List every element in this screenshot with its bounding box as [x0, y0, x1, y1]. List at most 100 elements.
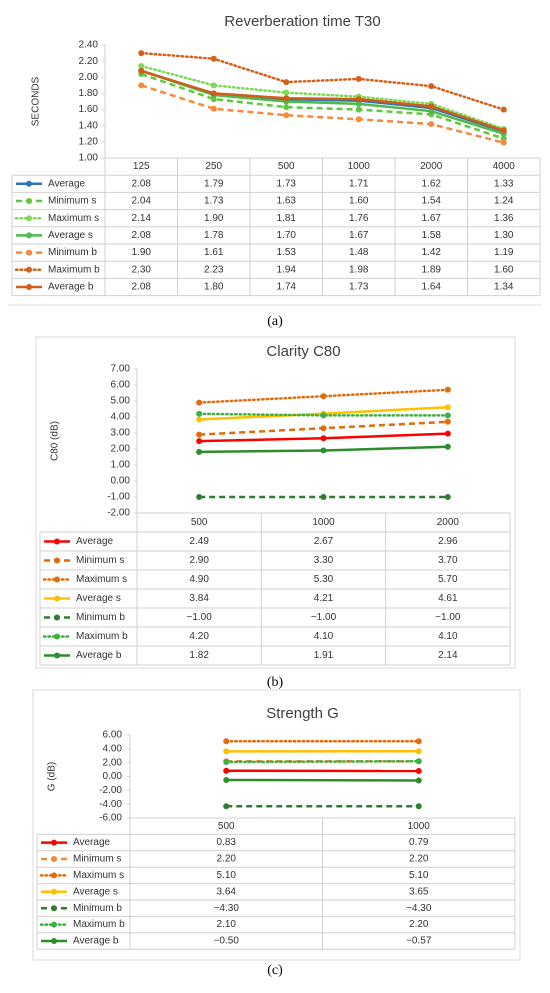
legend-marker — [26, 284, 32, 290]
data-point — [196, 411, 202, 417]
value-label: 3.64 — [217, 886, 237, 897]
data-point — [138, 68, 144, 74]
value-label: −1.00 — [187, 612, 213, 623]
data-point — [196, 400, 202, 406]
legend-marker — [51, 938, 57, 944]
y-tick-label: 1.20 — [79, 136, 99, 147]
y-tick-label: -2.00 — [99, 785, 122, 796]
value-label: 2.49 — [189, 536, 209, 547]
legend-label: Average s — [73, 886, 118, 897]
value-label: 2.90 — [189, 555, 209, 566]
data-point — [445, 444, 451, 450]
value-label: 1.67 — [349, 230, 369, 241]
legend-label: Average b — [73, 936, 119, 947]
value-label: 2.96 — [438, 536, 458, 547]
value-label: 1.61 — [204, 247, 224, 258]
data-point — [445, 494, 451, 500]
data-point — [321, 435, 327, 441]
legend-label: Minimum s — [73, 854, 121, 865]
data-point — [501, 128, 507, 134]
legend-marker — [51, 856, 57, 862]
chart-title: Strength G — [266, 705, 339, 722]
legend-marker — [26, 232, 32, 238]
value-label: 1.33 — [494, 178, 514, 189]
y-tick-label: 2.00 — [79, 72, 99, 83]
value-label: 2.14 — [438, 650, 458, 661]
data-point — [211, 90, 217, 96]
x-tick-label: 4000 — [493, 161, 516, 172]
value-label: 1.80 — [204, 282, 224, 293]
value-label: 1.78 — [204, 230, 224, 241]
x-tick-label: 1000 — [312, 517, 335, 528]
data-point — [428, 103, 434, 109]
data-point — [501, 140, 507, 146]
legend-marker — [26, 181, 32, 187]
legend-marker — [26, 198, 32, 204]
data-point — [321, 494, 327, 500]
legend-marker — [51, 840, 57, 846]
value-label: 1.36 — [494, 213, 514, 224]
value-label: 1.42 — [422, 247, 442, 258]
data-point — [211, 106, 217, 112]
legend-marker — [54, 558, 60, 564]
data-point — [445, 419, 451, 425]
legend-label: Average s — [48, 230, 93, 241]
value-label: 1.73 — [277, 178, 297, 189]
legend-marker — [26, 267, 32, 273]
value-label: 2.08 — [132, 282, 152, 293]
legend-label: Minimum s — [48, 196, 96, 207]
y-tick-label: 1.80 — [79, 88, 99, 99]
data-point — [211, 56, 217, 62]
data-point — [138, 82, 144, 88]
data-point — [283, 79, 289, 85]
x-tick-label: 125 — [133, 161, 150, 172]
data-point — [445, 431, 451, 437]
legend-marker — [51, 922, 57, 928]
y-tick-label: 4.00 — [111, 412, 131, 423]
legend-label: Maximum s — [76, 574, 127, 585]
y-tick-label: -6.00 — [99, 813, 122, 824]
value-label: 1.76 — [349, 213, 369, 224]
x-tick-label: 500 — [278, 161, 295, 172]
legend-marker — [51, 889, 57, 895]
legend-marker — [54, 539, 60, 545]
value-label: 1.34 — [494, 282, 514, 293]
data-point — [211, 82, 217, 88]
x-tick-label: 500 — [191, 517, 208, 528]
value-label: 1.90 — [204, 213, 224, 224]
value-label: 0.79 — [409, 837, 429, 848]
legend-label: Maximum b — [73, 919, 125, 930]
legend-label: Maximum b — [48, 264, 100, 275]
data-point — [138, 50, 144, 56]
value-label: 1.62 — [422, 178, 442, 189]
value-label: 4.10 — [314, 631, 334, 642]
data-point — [223, 748, 229, 754]
y-axis-label: G (dB) — [47, 762, 58, 791]
data-point — [501, 107, 507, 113]
data-point — [321, 412, 327, 418]
value-label: 1.58 — [422, 230, 442, 241]
data-point — [196, 417, 202, 423]
value-label: 4.20 — [189, 631, 209, 642]
legend-label: Minimum s — [76, 555, 124, 566]
value-label: 1.79 — [204, 178, 224, 189]
data-point — [283, 90, 289, 96]
value-label: 3.30 — [314, 555, 334, 566]
caption: (a) — [267, 314, 283, 329]
y-axis-label: C80 (dB) — [50, 421, 61, 461]
x-tick-label: 2000 — [437, 517, 460, 528]
y-tick-label: 1.00 — [79, 153, 99, 164]
caption: (c) — [267, 963, 283, 978]
data-point — [283, 104, 289, 110]
legend-marker — [54, 577, 60, 583]
legend-marker — [26, 250, 32, 256]
data-point — [416, 768, 422, 774]
data-point — [416, 803, 422, 809]
legend-label: Maximum s — [73, 870, 124, 881]
value-label: 1.98 — [349, 264, 369, 275]
value-label: −1.00 — [435, 612, 461, 623]
x-tick-label: 500 — [218, 821, 235, 832]
value-label: 2.04 — [132, 196, 152, 207]
data-point — [223, 777, 229, 783]
